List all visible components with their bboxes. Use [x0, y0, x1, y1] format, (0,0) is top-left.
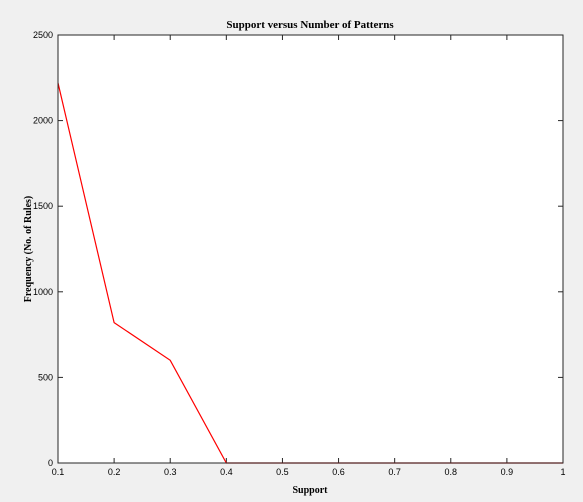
- y-tick-label: 2000: [33, 116, 53, 126]
- x-tick-label: 1: [560, 467, 565, 477]
- x-axis-label: Support: [292, 485, 328, 496]
- y-tick-label: 1500: [33, 201, 53, 211]
- x-tick-label: 0.1: [52, 467, 65, 477]
- x-tick-label: 0.6: [332, 467, 345, 477]
- y-tick-label: 0: [48, 458, 53, 468]
- x-tick-label: 0.9: [501, 467, 514, 477]
- y-axis-label: Frequency (No. of Rules): [23, 196, 34, 302]
- y-tick-label: 2500: [33, 30, 53, 40]
- x-tick-label: 0.8: [445, 467, 458, 477]
- chart-title: Support versus Number of Patterns: [226, 19, 394, 31]
- axes-area: [58, 35, 563, 463]
- x-tick-label: 0.4: [220, 467, 233, 477]
- y-tick-label: 500: [38, 372, 53, 382]
- x-tick-label: 0.7: [388, 467, 401, 477]
- x-tick-label: 0.2: [108, 467, 121, 477]
- x-tick-label: 0.5: [276, 467, 289, 477]
- y-tick-label: 1000: [33, 287, 53, 297]
- x-tick-label: 0.3: [164, 467, 177, 477]
- axis-ticks: 0.1 0.2 0.3 0.4 0.5 0.6 0.7 0.8 0.9 1 0 500 1000 1500…: [33, 30, 566, 477]
- axes-frame: [57, 34, 564, 464]
